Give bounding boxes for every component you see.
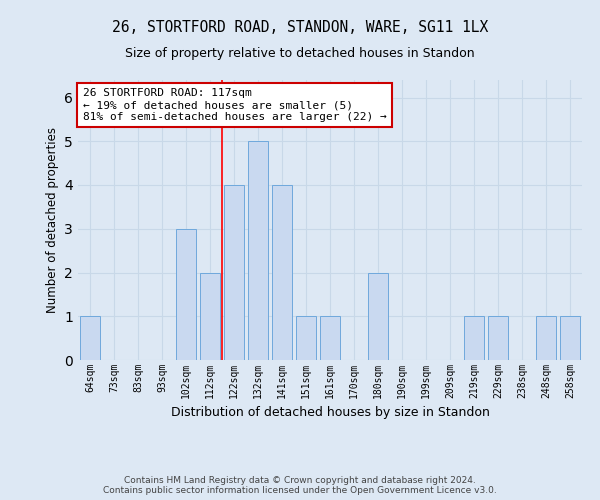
Bar [488, 316, 508, 360]
Y-axis label: Number of detached properties: Number of detached properties [46, 127, 59, 313]
Bar [560, 316, 580, 360]
Bar [200, 272, 220, 360]
Bar [176, 229, 196, 360]
Bar [224, 185, 244, 360]
Bar [536, 316, 556, 360]
Text: 26, STORTFORD ROAD, STANDON, WARE, SG11 1LX: 26, STORTFORD ROAD, STANDON, WARE, SG11 … [112, 20, 488, 35]
Text: Contains HM Land Registry data © Crown copyright and database right 2024.
Contai: Contains HM Land Registry data © Crown c… [103, 476, 497, 495]
X-axis label: Distribution of detached houses by size in Standon: Distribution of detached houses by size … [170, 406, 490, 420]
Bar [368, 272, 388, 360]
Bar [296, 316, 316, 360]
Bar [464, 316, 484, 360]
Bar [80, 316, 100, 360]
Bar [272, 185, 292, 360]
Bar [248, 141, 268, 360]
Text: 26 STORTFORD ROAD: 117sqm
← 19% of detached houses are smaller (5)
81% of semi-d: 26 STORTFORD ROAD: 117sqm ← 19% of detac… [83, 88, 387, 122]
Text: Size of property relative to detached houses in Standon: Size of property relative to detached ho… [125, 48, 475, 60]
Bar [320, 316, 340, 360]
